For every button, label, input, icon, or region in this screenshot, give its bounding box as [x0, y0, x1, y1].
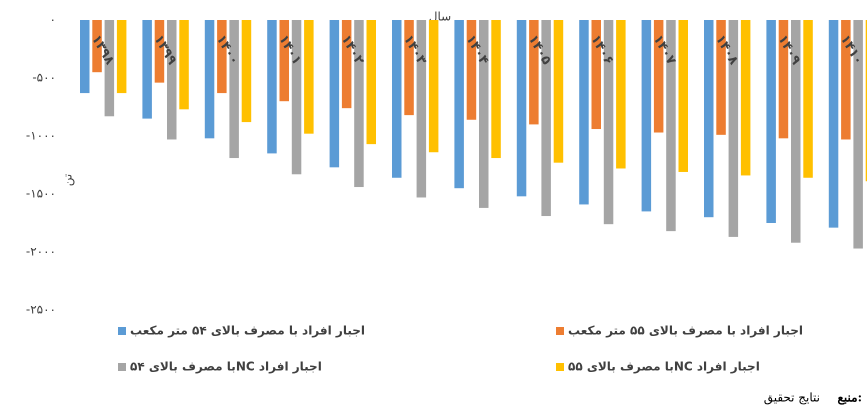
bar	[616, 20, 626, 169]
bar	[392, 20, 402, 178]
bar	[154, 20, 165, 83]
bar	[428, 20, 439, 153]
bar	[740, 20, 751, 176]
bar	[116, 20, 127, 94]
bar	[865, 20, 867, 182]
bar	[279, 20, 289, 102]
bar	[853, 20, 863, 249]
bar	[354, 20, 364, 188]
bar	[454, 20, 464, 189]
y-tick-label: -۵۰۰	[32, 71, 56, 85]
bar	[104, 20, 115, 117]
y-tick-label: -۱۰۰۰	[26, 129, 56, 143]
bar	[728, 20, 739, 237]
bar	[591, 20, 601, 130]
bar	[229, 20, 239, 159]
bar	[291, 20, 302, 175]
legend-marker	[118, 363, 126, 371]
legend-label: اجبار افراد با مصرف بالای ۵۵ متر مکعب	[568, 324, 803, 338]
bar	[142, 20, 152, 119]
bar	[716, 20, 726, 135]
bar	[553, 20, 564, 163]
legend-marker	[556, 327, 564, 335]
bar	[204, 20, 215, 139]
bar	[404, 20, 414, 116]
bar	[778, 20, 789, 139]
bar	[267, 20, 277, 154]
bar	[217, 20, 227, 94]
bar	[479, 20, 489, 208]
bar	[803, 20, 813, 178]
bar	[80, 20, 90, 94]
y-tick-label: -۱۵۰۰	[26, 187, 56, 201]
source-label: منبع:	[838, 391, 863, 406]
legend-label: اجبار افراد با مصرف بالای ۵۴ متر مکعب	[130, 324, 365, 338]
bar	[603, 20, 614, 225]
bar	[491, 20, 501, 159]
bar	[653, 20, 664, 133]
bar	[828, 20, 839, 228]
bar	[666, 20, 676, 232]
bar	[179, 20, 189, 110]
bar	[416, 20, 427, 198]
bar	[366, 20, 376, 145]
bar	[241, 20, 252, 123]
y-axis-title: تن	[61, 174, 76, 186]
bar	[791, 20, 801, 243]
legend-label: اجبار افراد NCبا مصرف بالای ۵۴	[130, 360, 322, 374]
bar	[304, 20, 314, 134]
y-tick-label: ۰	[50, 13, 56, 27]
bar	[466, 20, 477, 120]
bar	[766, 20, 776, 223]
bar	[641, 20, 652, 212]
bar	[579, 20, 589, 205]
bar	[516, 20, 527, 197]
bar	[704, 20, 714, 218]
legend-marker	[118, 327, 126, 335]
bar	[541, 20, 551, 217]
legend-marker	[556, 363, 564, 371]
bar	[329, 20, 340, 168]
bar	[529, 20, 539, 125]
legend-label: اجبار افراد NCبا مصرف بالای ۵۵	[568, 360, 760, 374]
source-text: نتایج تحقیق	[764, 391, 820, 405]
y-tick-label: -۲۰۰۰	[26, 245, 56, 259]
bar	[92, 20, 102, 73]
bar	[678, 20, 688, 172]
bar	[341, 20, 352, 109]
bar	[841, 20, 851, 140]
bar	[167, 20, 177, 140]
y-tick-label: -۲۵۰۰	[26, 303, 56, 317]
